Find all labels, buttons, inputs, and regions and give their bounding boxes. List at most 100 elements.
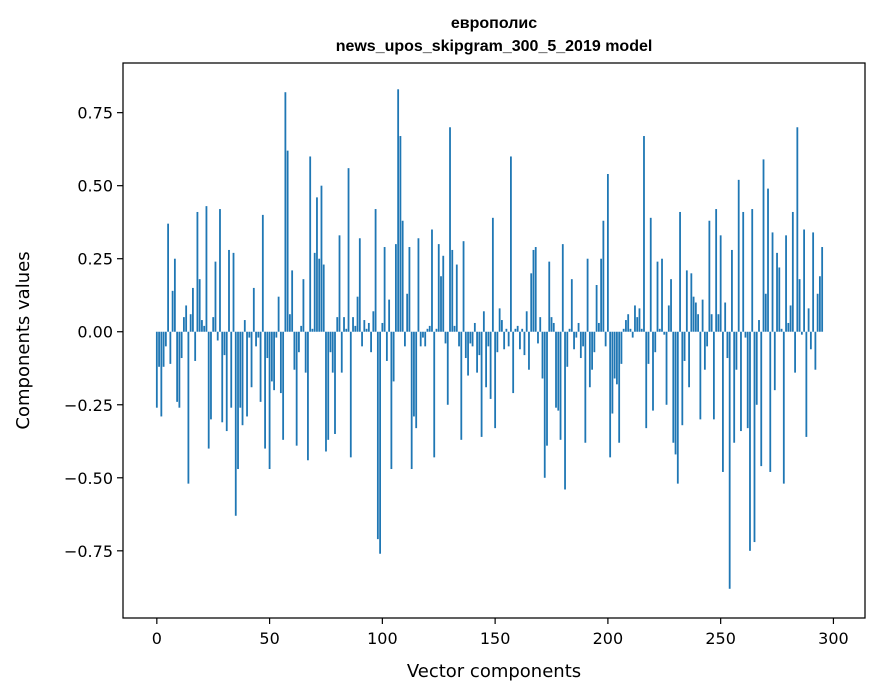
y-tick-label: 0.00 <box>77 323 113 342</box>
bar <box>494 331 497 429</box>
bar <box>178 331 181 408</box>
bar <box>552 322 555 332</box>
bar <box>408 247 411 332</box>
bar <box>426 328 429 332</box>
bar <box>496 331 499 353</box>
bar <box>219 209 221 332</box>
bar <box>239 331 242 408</box>
bar <box>710 314 713 332</box>
bar <box>370 331 372 353</box>
bar <box>228 249 230 332</box>
bar <box>764 293 767 332</box>
bar <box>406 293 409 332</box>
bar <box>234 331 237 516</box>
bar <box>167 223 169 332</box>
bar <box>591 331 593 370</box>
bar <box>543 331 546 478</box>
bar <box>717 314 720 332</box>
bar <box>701 299 704 332</box>
bar <box>284 92 287 332</box>
bar <box>491 217 494 332</box>
bar <box>478 331 481 356</box>
bar <box>320 185 323 332</box>
bar <box>212 317 215 332</box>
bar <box>816 293 819 332</box>
bar <box>798 279 801 332</box>
bar <box>180 331 183 359</box>
bar <box>507 331 510 347</box>
bar <box>336 317 339 332</box>
bar <box>361 331 363 347</box>
bar <box>248 331 251 338</box>
bar <box>528 331 530 370</box>
bar <box>577 322 580 332</box>
x-tick-label: 300 <box>818 629 849 648</box>
bar <box>422 331 424 338</box>
bar <box>541 331 544 379</box>
bar <box>471 331 474 347</box>
bar <box>485 331 487 388</box>
bar <box>241 331 244 426</box>
bar <box>613 331 616 379</box>
bar <box>681 331 684 426</box>
bar <box>385 331 388 361</box>
bar <box>437 244 440 332</box>
bar <box>261 214 264 332</box>
bar <box>189 314 192 332</box>
y-axis-ticks: −0.75 −0.50 −0.25 0.00 0.25 0.50 0.75 <box>64 104 123 561</box>
x-tick-label: 250 <box>705 629 736 648</box>
bar <box>746 331 749 429</box>
bar <box>176 331 179 402</box>
bar <box>155 331 158 408</box>
bar <box>663 331 666 335</box>
bar <box>444 331 447 344</box>
bar <box>530 273 533 332</box>
bar <box>514 328 517 332</box>
bar <box>250 331 253 388</box>
bar <box>158 331 160 367</box>
bar <box>334 331 336 434</box>
bar <box>503 331 506 350</box>
bar <box>440 276 442 332</box>
bar <box>300 325 303 332</box>
bar <box>807 308 810 332</box>
bar <box>525 311 528 332</box>
bar <box>201 320 203 332</box>
bar <box>194 331 197 361</box>
bar <box>737 179 740 332</box>
bar <box>692 296 695 332</box>
bar <box>803 229 805 332</box>
bar <box>322 264 325 332</box>
bar <box>476 331 478 373</box>
bar <box>690 273 693 332</box>
bar <box>724 302 727 332</box>
bar <box>800 331 803 335</box>
x-axis-ticks: 0 50 100 150 200 250 300 <box>152 618 849 648</box>
bar <box>588 331 591 388</box>
bar <box>295 331 298 446</box>
bar <box>708 220 711 332</box>
bar <box>606 174 609 332</box>
bar <box>164 331 167 347</box>
bar <box>356 296 359 332</box>
bar <box>205 206 208 332</box>
bar <box>282 331 285 440</box>
bar <box>225 331 228 432</box>
bar <box>597 322 600 332</box>
bar <box>735 331 738 370</box>
bar <box>812 232 815 332</box>
bar <box>453 325 456 332</box>
bar <box>288 314 291 332</box>
bar <box>264 331 266 449</box>
y-tick-label: −0.50 <box>64 469 113 488</box>
bar <box>498 308 501 332</box>
bar <box>722 331 724 472</box>
bar <box>354 325 357 332</box>
bar <box>460 331 463 440</box>
bar <box>379 331 381 554</box>
bar <box>255 331 257 347</box>
bar <box>731 249 733 332</box>
bar <box>446 331 449 405</box>
bar <box>237 331 239 470</box>
